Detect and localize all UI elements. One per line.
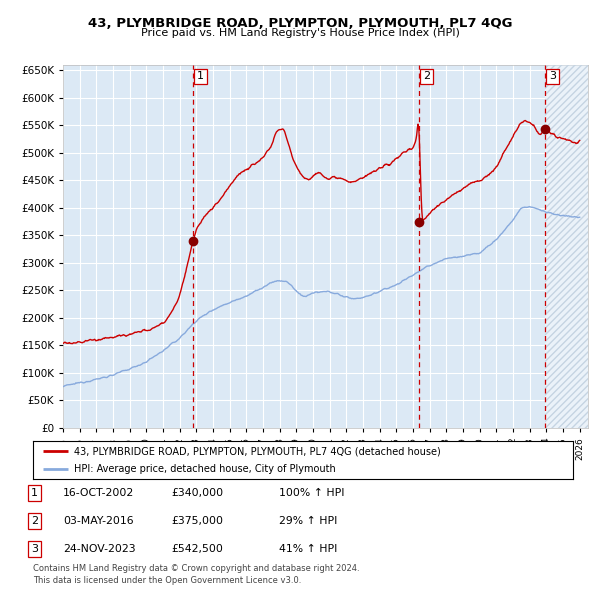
Text: Price paid vs. HM Land Registry's House Price Index (HPI): Price paid vs. HM Land Registry's House … bbox=[140, 28, 460, 38]
Bar bbox=[545, 65, 588, 428]
Text: 43, PLYMBRIDGE ROAD, PLYMPTON, PLYMOUTH, PL7 4QG (detached house): 43, PLYMBRIDGE ROAD, PLYMPTON, PLYMOUTH,… bbox=[74, 446, 440, 456]
Text: 43, PLYMBRIDGE ROAD, PLYMPTON, PLYMOUTH, PL7 4QG: 43, PLYMBRIDGE ROAD, PLYMPTON, PLYMOUTH,… bbox=[88, 17, 512, 30]
Text: £542,500: £542,500 bbox=[171, 545, 223, 554]
Text: 1: 1 bbox=[31, 488, 38, 497]
Text: 29% ↑ HPI: 29% ↑ HPI bbox=[279, 516, 337, 526]
Text: 3: 3 bbox=[549, 71, 556, 81]
Text: Contains HM Land Registry data © Crown copyright and database right 2024.
This d: Contains HM Land Registry data © Crown c… bbox=[33, 565, 359, 585]
Text: £375,000: £375,000 bbox=[171, 516, 223, 526]
Text: HPI: Average price, detached house, City of Plymouth: HPI: Average price, detached house, City… bbox=[74, 464, 335, 474]
Text: 100% ↑ HPI: 100% ↑ HPI bbox=[279, 488, 344, 497]
Bar bbox=[545, 65, 588, 428]
Text: 03-MAY-2016: 03-MAY-2016 bbox=[63, 516, 134, 526]
Text: 41% ↑ HPI: 41% ↑ HPI bbox=[279, 545, 337, 554]
Text: £340,000: £340,000 bbox=[171, 488, 223, 497]
Text: 16-OCT-2002: 16-OCT-2002 bbox=[63, 488, 134, 497]
Text: 2: 2 bbox=[31, 516, 38, 526]
Text: 1: 1 bbox=[197, 71, 204, 81]
Text: 2: 2 bbox=[423, 71, 430, 81]
Text: 3: 3 bbox=[31, 545, 38, 554]
Text: 24-NOV-2023: 24-NOV-2023 bbox=[63, 545, 136, 554]
Bar bbox=[545, 65, 588, 428]
